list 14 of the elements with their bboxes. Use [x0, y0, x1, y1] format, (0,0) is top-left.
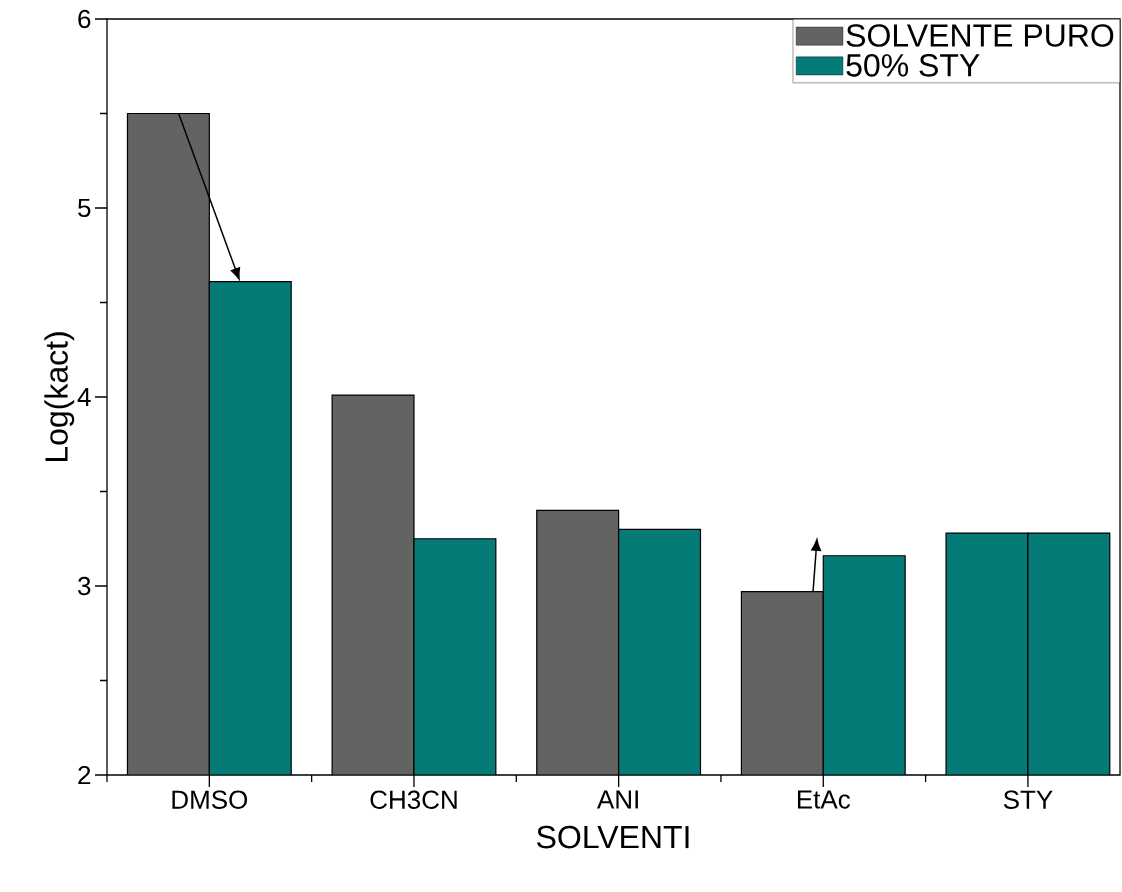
y-tick-label: 3	[78, 576, 91, 596]
x-axis-title: SOLVENTI	[537, 825, 689, 849]
x-tick-label: EtAc	[797, 790, 851, 809]
x-tick-label: CH3CN	[370, 790, 457, 809]
x-tick-label: DMSO	[172, 790, 248, 809]
y-axis-title: Log(kact)	[44, 332, 75, 462]
legend-label: 50% STY	[846, 54, 980, 77]
y-tick-label: 2	[78, 765, 91, 785]
x-tick-label: STY	[1003, 790, 1053, 809]
y-tick-label: 5	[78, 198, 91, 218]
y-tick-label: 4	[77, 388, 91, 406]
y-tick-label: 6	[78, 9, 91, 29]
x-tick-label: ANI	[597, 790, 638, 809]
legend-label: SOLVENTE PURO	[846, 24, 1114, 47]
